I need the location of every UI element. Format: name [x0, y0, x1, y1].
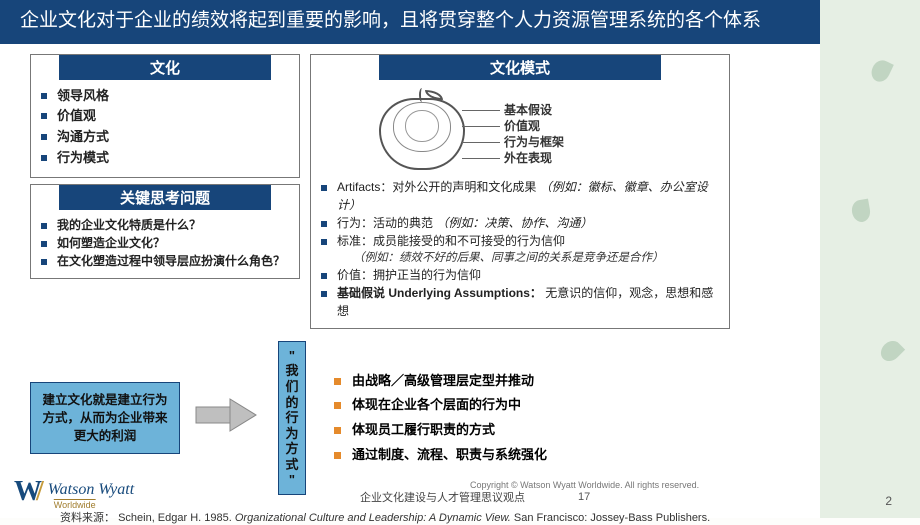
list-item: 由战略／高级管理层定型并推动 — [334, 369, 547, 394]
apple-diagram: 基本假设 价值观 行为与框架 外在表现 — [319, 86, 721, 174]
arrow-icon — [194, 395, 264, 440]
slide: 企业文化对于企业的绩效将起到重要的影响，且将贯穿整个人力资源管理系统的各个体系 … — [0, 0, 820, 518]
list-item: 我的企业文化特质是什么？ — [41, 216, 291, 234]
diagram-label: 行为与框架 — [474, 134, 564, 150]
list-item: 价值观 — [41, 106, 291, 127]
list-item: 行为模式 — [41, 148, 291, 169]
diagram-label: 基本假设 — [474, 102, 564, 118]
logo-mark: W/ — [14, 481, 38, 503]
list-item: 通过制度、流程、职责与系统强化 — [334, 443, 547, 468]
list-item: 标准：成员能接受的和不可接受的行为信仰（例如：绩效不好的后果、同事之间的关系是竞… — [321, 232, 721, 266]
blue-box-left: 建立文化就是建立行为方式，从而为企业带来更大的利润 — [30, 382, 180, 454]
culture-list: 领导风格 价值观 沟通方式 行为模式 — [39, 86, 291, 169]
list-item: 基础假说 Underlying Assumptions： 无意识的信仰，观念，思… — [321, 284, 721, 320]
page-number-inner: 17 — [578, 491, 590, 503]
footer-center: 企业文化建设与人才管理思议观点 — [360, 489, 525, 505]
logo: W/ Watson Wyatt Worldwide — [14, 481, 134, 512]
list-item: 在文化塑造过程中领导层应扮演什么角色？ — [41, 252, 291, 270]
page-number-outer: 2 — [885, 494, 892, 508]
list-item: Artifacts：对外公开的声明和文化成果 （例如：徽标、徽章、办公室设计） — [321, 178, 721, 214]
list-item: 行为：活动的典范 （例如：决策、协作、沟通） — [321, 214, 721, 232]
questions-panel: 关键思考问题 我的企业文化特质是什么？ 如何塑造企业文化？ 在文化塑造过程中领导… — [30, 184, 300, 279]
questions-panel-title: 关键思考问题 — [59, 185, 271, 210]
list-item: 价值：拥护正当的行为信仰 — [321, 266, 721, 284]
list-item: 体现员工履行职责的方式 — [334, 418, 547, 443]
model-panel-title: 文化模式 — [379, 55, 661, 80]
culture-panel: 文化 领导风格 价值观 沟通方式 行为模式 — [30, 54, 300, 178]
list-item: 体现在企业各个层面的行为中 — [334, 393, 547, 418]
slide-title: 企业文化对于企业的绩效将起到重要的影响，且将贯穿整个人力资源管理系统的各个体系 — [0, 0, 820, 44]
list-item: 沟通方式 — [41, 127, 291, 148]
logo-sub: Worldwide — [48, 499, 134, 512]
model-panel: 文化模式 基本假设 价值观 行为与框架 — [310, 54, 730, 329]
model-list: Artifacts：对外公开的声明和文化成果 （例如：徽标、徽章、办公室设计） … — [319, 178, 721, 320]
culture-panel-title: 文化 — [59, 55, 271, 80]
questions-list: 我的企业文化特质是什么？ 如何塑造企业文化？ 在文化塑造过程中领导层应扮演什么角… — [39, 216, 291, 270]
title-text: 企业文化对于企业的绩效将起到重要的影响，且将贯穿整个人力资源管理系统的各个体系 — [20, 10, 761, 31]
list-item: 如何塑造企业文化？ — [41, 234, 291, 252]
lower-section: 建立文化就是建立行为方式，从而为企业带来更大的利润 "我们的行为方式" 由战略／… — [30, 341, 790, 495]
orange-list: 由战略／高级管理层定型并推动 体现在企业各个层面的行为中 体现员工履行职责的方式… — [334, 369, 547, 468]
vertical-box: "我们的行为方式" — [278, 341, 306, 495]
background-right — [820, 0, 920, 518]
list-item: 领导风格 — [41, 86, 291, 107]
diagram-label: 价值观 — [474, 118, 564, 134]
footer: W/ Watson Wyatt Worldwide Copyright © Wa… — [0, 481, 820, 512]
diagram-label: 外在表现 — [474, 150, 564, 166]
logo-text: Watson Wyatt — [48, 481, 134, 499]
